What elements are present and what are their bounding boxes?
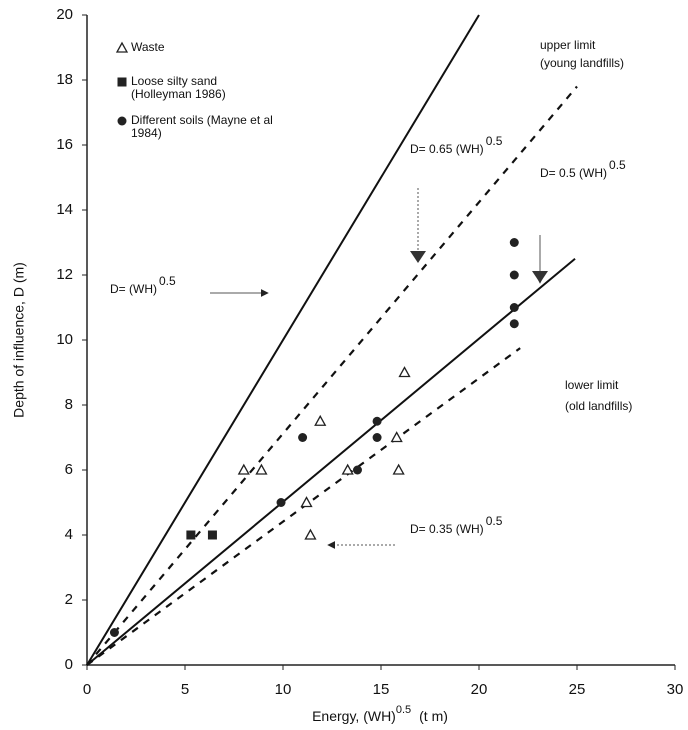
data-point <box>302 498 312 507</box>
data-point <box>510 271 519 280</box>
data-point <box>510 303 519 312</box>
annotation-sup: 0.5 <box>486 134 503 148</box>
y-axis-label: Depth of influence, D (m) <box>11 262 27 418</box>
x-axis-label: Energy, (WH)0.5 (t m) <box>312 704 448 724</box>
data-point <box>373 417 382 426</box>
annotation: D= (WH)0.5 <box>110 274 176 296</box>
data-point <box>239 465 249 474</box>
annotation-text: lower limit <box>565 378 619 392</box>
x-tick-label: 20 <box>471 681 488 698</box>
data-point <box>343 465 353 474</box>
data-point <box>186 531 195 540</box>
annotation: D= 0.5 (WH)0.5 <box>540 158 626 180</box>
page: Depth of influence, D (m) 0 5 10 15 20 25 30 0 2… <box>0 0 688 730</box>
annotation-text: (old landfills) <box>565 399 632 413</box>
annotation-text: (young landfills) <box>540 56 624 70</box>
chart: Depth of influence, D (m) 0 5 10 15 20 25 30 0 2… <box>0 0 688 730</box>
x-tick-label: 10 <box>275 681 292 698</box>
data-point <box>277 498 286 507</box>
x-tick-label: 15 <box>373 681 390 698</box>
data-point <box>392 433 402 442</box>
y-tick-label: 16 <box>56 136 73 153</box>
annotation: lower limit <box>565 378 619 392</box>
legend-marker <box>117 43 127 52</box>
x-axis-label-tail: (t m) <box>419 708 448 724</box>
x-tick-label: 25 <box>569 681 586 698</box>
y-tick-label: 6 <box>65 461 73 478</box>
legend-marker <box>118 78 127 87</box>
data-point <box>256 465 266 474</box>
annotation-sup: 0.5 <box>159 274 176 288</box>
x-tick-label: 0 <box>83 681 91 698</box>
data-point <box>208 531 217 540</box>
y-tick-label: 2 <box>65 591 73 608</box>
data-point <box>510 238 519 247</box>
data-point <box>400 368 410 377</box>
annotation: D= 0.35 (WH)0.5 <box>410 514 503 536</box>
annotation-text: D= 0.65 (WH) <box>410 142 484 156</box>
x-tick-label: 30 <box>667 681 684 698</box>
data-point <box>373 433 382 442</box>
data-point <box>305 530 315 539</box>
x-tick-label: 5 <box>181 681 189 698</box>
annotation-sup: 0.5 <box>486 514 503 528</box>
y-tick-label: 4 <box>65 526 73 543</box>
limit-line <box>87 87 577 666</box>
x-axis-label-sup: 0.5 <box>396 704 411 716</box>
data-point <box>510 319 519 328</box>
annotation-sup: 0.5 <box>609 158 626 172</box>
data-point <box>298 433 307 442</box>
arrows <box>210 188 540 545</box>
y-tick-label: 14 <box>56 201 73 218</box>
arrow-head <box>410 251 426 263</box>
data-point <box>353 466 362 475</box>
legend-marker <box>118 117 127 126</box>
y-tick-label: 12 <box>56 266 73 283</box>
y-tick-label: 8 <box>65 396 73 413</box>
annotation: D= 0.65 (WH)0.5 <box>410 134 503 156</box>
x-axis-label-text: Energy, (WH) <box>312 708 396 724</box>
limit-line <box>87 259 575 665</box>
legend-label: Waste <box>131 41 281 54</box>
annotation: upper limit <box>540 38 596 52</box>
y-tick-label: 0 <box>65 656 73 673</box>
y-tick-label: 10 <box>56 331 73 348</box>
data-point <box>315 416 325 425</box>
annotation: (old landfills) <box>565 399 632 413</box>
legend-label: Different soils (Mayne et al 1984) <box>131 114 281 140</box>
y-tick-label: 18 <box>56 71 73 88</box>
legend-label: Loose silty sand (Holleyman 1986) <box>131 75 281 101</box>
annotation-text: D= (WH) <box>110 282 157 296</box>
annotation-text: D= 0.5 (WH) <box>540 166 607 180</box>
annotation-text: D= 0.35 (WH) <box>410 522 484 536</box>
annotation-text: upper limit <box>540 38 596 52</box>
data-point <box>394 465 404 474</box>
data-point <box>110 628 119 637</box>
y-tick-label: 20 <box>56 6 73 23</box>
arrow-head <box>532 271 548 283</box>
annotation: (young landfills) <box>540 56 624 70</box>
